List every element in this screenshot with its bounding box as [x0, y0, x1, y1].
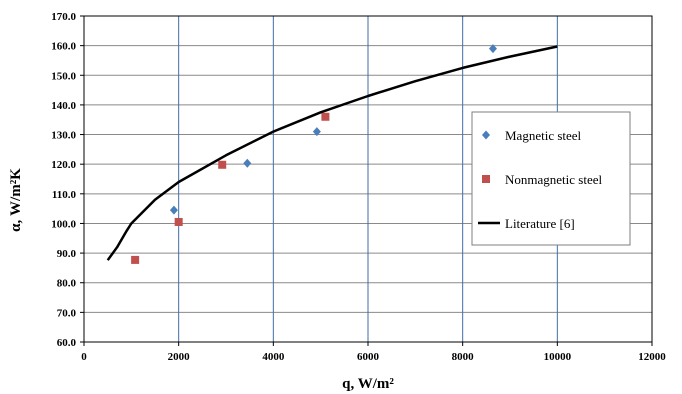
data-point [312, 127, 321, 137]
x-tick-label: 8000 [452, 351, 475, 363]
series-nonmagnetic-steel [131, 112, 330, 264]
y-tick-label: 130.0 [51, 130, 76, 142]
y-tick-label: 150.0 [51, 70, 76, 82]
y-tick-label: 60.0 [57, 337, 77, 349]
data-point [174, 217, 183, 226]
y-tick-label: 170.0 [51, 11, 76, 23]
data-point [488, 44, 497, 54]
data-point [321, 112, 330, 121]
y-tick-label: 110.0 [52, 189, 77, 201]
y-tick-label: 160.0 [51, 41, 76, 53]
legend-label-literature: Literature [6] [505, 216, 575, 231]
plot-area [83, 15, 653, 343]
x-tick-label: 10000 [544, 351, 572, 363]
y-tick-label: 140.0 [51, 100, 76, 112]
legend-label-nonmagnetic-steel: Nonmagnetic steel [505, 172, 602, 187]
x-tick-label: 2000 [168, 351, 191, 363]
x-tick-label: 6000 [357, 351, 380, 363]
data-series [106, 44, 558, 264]
y-tick-label: 70.0 [57, 307, 77, 319]
legend-marker-nonmagnetic-steel [482, 175, 490, 183]
legend-label-magnetic-steel: Magnetic steel [505, 128, 582, 143]
x-axis-title: q, W/m² [342, 376, 394, 392]
y-axis-title: α, W/m²K [8, 168, 24, 232]
x-tick-label: 12000 [638, 351, 666, 363]
data-point [131, 255, 140, 264]
series-magnetic-steel [169, 44, 497, 215]
data-point [169, 205, 178, 215]
y-tick-label: 100.0 [51, 218, 76, 230]
x-tick-label: 0 [81, 351, 87, 363]
legend: Magnetic steel Nonmagnetic steel Literat… [471, 111, 631, 246]
data-point [218, 160, 227, 169]
y-tick-label: 120.0 [51, 159, 76, 171]
series-literature-6 [106, 45, 558, 261]
x-tick-label: 4000 [262, 351, 285, 363]
tick-labels: 60.0 70.0 80.0 90.0 100.0 110.0 120.0 130.0 140.… [51, 11, 666, 363]
series-line [106, 45, 558, 261]
y-tick-label: 90.0 [57, 248, 77, 260]
y-tick-label: 80.0 [57, 278, 77, 290]
legend-marker-magnetic-steel [482, 130, 490, 140]
data-point [243, 158, 252, 168]
